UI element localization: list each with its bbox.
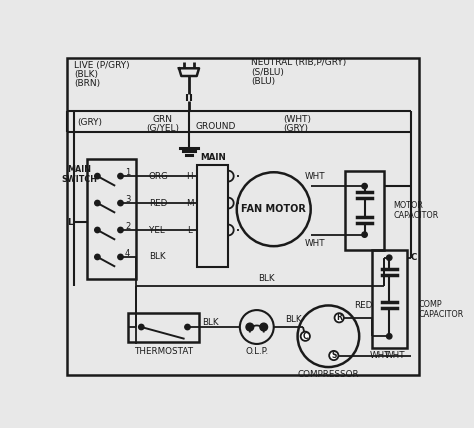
Text: GROUND: GROUND	[195, 122, 236, 131]
Text: O.L.P.: O.L.P.	[245, 347, 268, 356]
Text: 2: 2	[125, 222, 130, 231]
Circle shape	[301, 332, 310, 341]
Text: (BRN): (BRN)	[74, 79, 100, 88]
Text: (S/BLU): (S/BLU)	[251, 68, 284, 77]
Text: 3: 3	[125, 195, 130, 204]
Text: BLK: BLK	[258, 274, 275, 283]
Text: (GRY): (GRY)	[284, 124, 309, 133]
Circle shape	[95, 173, 100, 179]
Circle shape	[118, 254, 123, 260]
Text: L: L	[68, 218, 73, 227]
Circle shape	[118, 200, 123, 206]
Circle shape	[362, 232, 367, 237]
Text: (GRY): (GRY)	[77, 119, 102, 128]
Bar	[198, 165, 228, 267]
Text: (BLK): (BLK)	[74, 70, 98, 79]
Text: H: H	[186, 172, 193, 181]
Text: YEL: YEL	[149, 226, 165, 235]
Text: C: C	[302, 332, 308, 341]
Circle shape	[335, 313, 344, 322]
Circle shape	[246, 323, 254, 331]
Text: WHT: WHT	[384, 351, 405, 360]
Text: MAIN
SWITCH: MAIN SWITCH	[61, 165, 97, 184]
Text: (G/YEL): (G/YEL)	[146, 124, 179, 133]
Circle shape	[362, 184, 367, 189]
Text: COMP
CAPACITOR: COMP CAPACITOR	[419, 300, 464, 319]
Text: R: R	[336, 313, 342, 322]
Text: THERMOSTAT: THERMOSTAT	[134, 347, 193, 356]
Text: WHT: WHT	[370, 351, 390, 360]
Circle shape	[386, 333, 392, 339]
Text: (BLU): (BLU)	[251, 77, 275, 86]
Text: BLK: BLK	[149, 253, 165, 262]
Text: WHT: WHT	[304, 239, 325, 248]
Text: (WHT): (WHT)	[284, 115, 312, 124]
Circle shape	[260, 323, 267, 331]
Text: NEUTRAL (RIB,P/GRY): NEUTRAL (RIB,P/GRY)	[251, 58, 346, 68]
Text: LIVE (P/GRY): LIVE (P/GRY)	[74, 61, 130, 70]
Circle shape	[138, 324, 144, 330]
Text: RED: RED	[149, 199, 167, 208]
Text: COMPRESSOR: COMPRESSOR	[298, 370, 359, 379]
Text: WHT: WHT	[304, 172, 325, 181]
Text: ORG: ORG	[149, 172, 169, 181]
Circle shape	[329, 351, 338, 360]
Text: MOTOR
CAPACITOR: MOTOR CAPACITOR	[393, 201, 438, 220]
Circle shape	[95, 227, 100, 233]
Text: S: S	[331, 351, 337, 360]
Text: MAIN: MAIN	[200, 153, 226, 162]
Text: GRN: GRN	[153, 115, 173, 124]
Bar	[87, 159, 136, 279]
Circle shape	[386, 255, 392, 260]
Circle shape	[95, 254, 100, 260]
Circle shape	[95, 200, 100, 206]
Text: L: L	[187, 226, 192, 235]
Bar	[372, 250, 407, 348]
Circle shape	[185, 324, 190, 330]
Circle shape	[118, 173, 123, 179]
Circle shape	[118, 227, 123, 233]
Text: C: C	[411, 253, 417, 262]
Text: 1: 1	[125, 168, 130, 177]
Text: RED: RED	[354, 301, 372, 310]
Text: M: M	[186, 199, 193, 208]
Text: BLK: BLK	[285, 315, 301, 324]
Text: 4: 4	[125, 249, 130, 258]
Bar	[128, 313, 199, 342]
Text: FAN MOTOR: FAN MOTOR	[241, 204, 306, 214]
Text: BLK: BLK	[202, 318, 219, 327]
Bar	[346, 171, 384, 250]
